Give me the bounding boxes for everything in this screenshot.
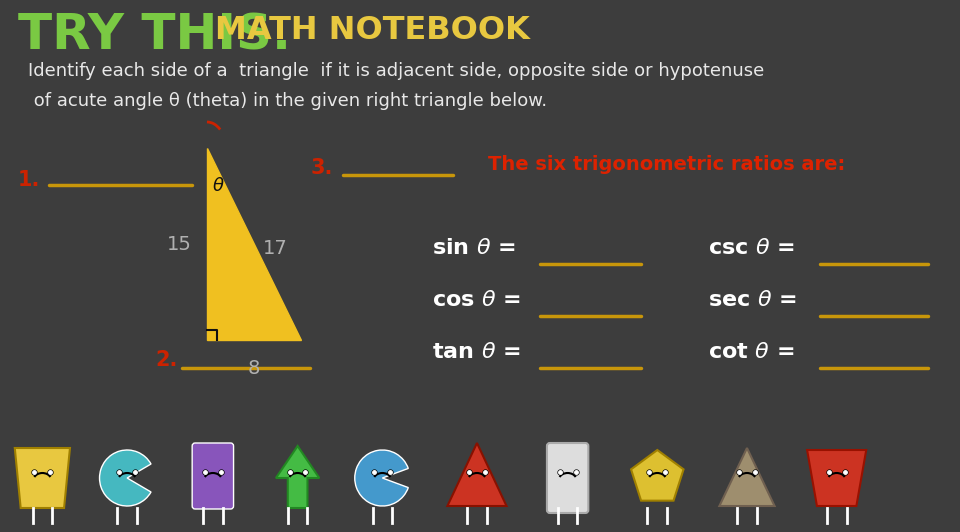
- Polygon shape: [207, 148, 300, 340]
- Text: The six trigonometric ratios are:: The six trigonometric ratios are:: [488, 155, 845, 174]
- Text: 15: 15: [167, 235, 192, 254]
- Text: sec $\theta$ =: sec $\theta$ =: [708, 290, 797, 310]
- Text: 8: 8: [248, 359, 260, 378]
- Wedge shape: [355, 450, 408, 506]
- Polygon shape: [631, 450, 684, 501]
- Text: cos $\theta$ =: cos $\theta$ =: [432, 290, 520, 310]
- Text: $\theta$: $\theta$: [212, 177, 225, 195]
- Text: 3.: 3.: [310, 158, 333, 178]
- Text: cot $\theta$ =: cot $\theta$ =: [708, 342, 794, 362]
- FancyBboxPatch shape: [547, 443, 588, 513]
- Polygon shape: [719, 448, 775, 506]
- FancyBboxPatch shape: [192, 443, 233, 509]
- Text: csc $\theta$ =: csc $\theta$ =: [708, 238, 795, 258]
- Wedge shape: [100, 450, 151, 506]
- Text: Identify each side of a  triangle  if it is adjacent side, opposite side or hypo: Identify each side of a triangle if it i…: [28, 62, 764, 80]
- Text: of acute angle θ (theta) in the given right triangle below.: of acute angle θ (theta) in the given ri…: [28, 92, 546, 110]
- Text: MATH NOTEBOOK: MATH NOTEBOOK: [215, 15, 530, 46]
- Text: 17: 17: [263, 239, 288, 259]
- Polygon shape: [447, 443, 507, 506]
- Text: 1.: 1.: [17, 170, 40, 190]
- Polygon shape: [276, 446, 320, 508]
- Polygon shape: [807, 450, 866, 506]
- Text: TRY THIS.: TRY THIS.: [17, 12, 291, 60]
- Text: 2.: 2.: [156, 350, 178, 370]
- Text: sin $\theta$ =: sin $\theta$ =: [432, 238, 516, 258]
- Polygon shape: [14, 448, 70, 508]
- Text: tan $\theta$ =: tan $\theta$ =: [432, 342, 520, 362]
